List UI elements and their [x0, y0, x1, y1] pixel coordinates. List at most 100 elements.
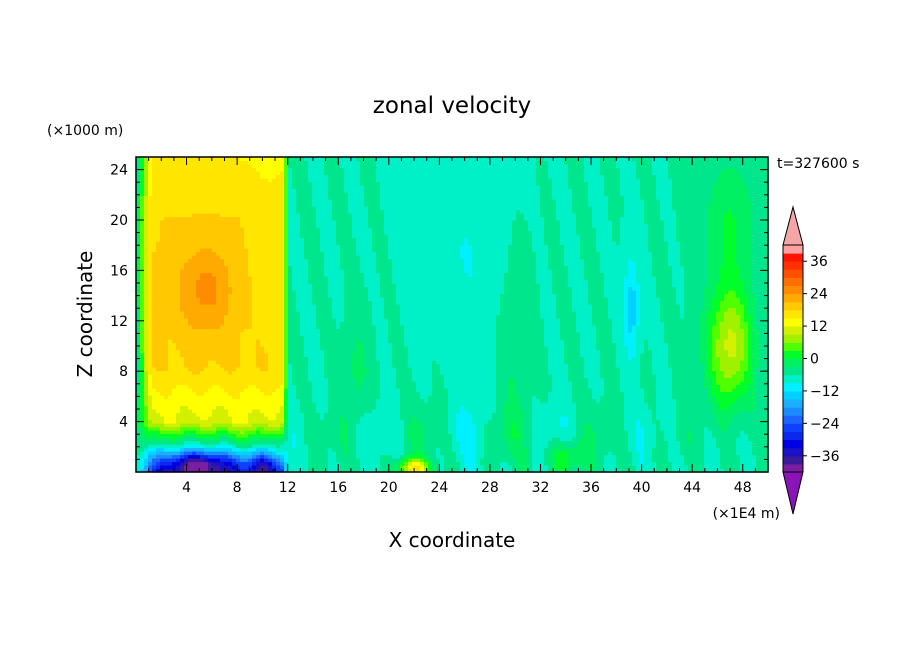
field-cell	[308, 300, 313, 305]
field-cell	[208, 468, 213, 473]
field-cell	[180, 360, 185, 365]
field-cell	[276, 199, 281, 204]
field-cell	[272, 188, 277, 193]
field-cell	[160, 332, 165, 337]
field-cell	[284, 164, 289, 169]
field-cell	[268, 202, 273, 207]
field-cell	[288, 367, 293, 372]
field-cell	[332, 300, 337, 305]
field-cell	[268, 332, 273, 337]
field-cell	[260, 223, 265, 228]
field-cell	[268, 360, 273, 365]
field-cell	[176, 160, 181, 165]
field-cell	[344, 430, 349, 435]
field-cell	[328, 388, 333, 393]
field-cell	[280, 209, 285, 214]
field-cell	[236, 458, 241, 463]
field-cell	[144, 321, 149, 326]
field-cell	[152, 220, 157, 225]
field-cell	[204, 223, 209, 228]
field-cell	[300, 353, 305, 358]
field-cell	[228, 416, 233, 421]
field-cell	[184, 426, 189, 431]
field-cell	[292, 188, 297, 193]
field-cell	[208, 342, 213, 347]
field-cell	[220, 286, 225, 291]
field-cell	[268, 423, 273, 428]
field-cell	[236, 195, 241, 200]
field-cell	[316, 370, 321, 375]
field-cell	[224, 199, 229, 204]
field-cell	[216, 447, 221, 452]
field-cell	[336, 444, 341, 449]
field-cell	[188, 279, 193, 284]
field-cell	[348, 286, 353, 291]
field-cell	[316, 206, 321, 211]
field-cell	[312, 426, 317, 431]
field-cell	[136, 283, 141, 288]
field-cell	[340, 468, 345, 473]
field-cell	[252, 451, 257, 456]
field-cell	[192, 230, 197, 235]
field-cell	[188, 174, 193, 179]
field-cell	[188, 251, 193, 256]
field-cell	[260, 356, 265, 361]
field-cell	[344, 458, 349, 463]
field-cell	[244, 391, 249, 396]
field-cell	[312, 216, 317, 221]
field-cell	[184, 237, 189, 242]
field-cell	[184, 300, 189, 305]
field-cell	[324, 286, 329, 291]
field-cell	[160, 363, 165, 368]
field-cell	[212, 328, 217, 333]
field-cell	[284, 349, 289, 354]
field-cell	[320, 440, 325, 445]
field-cell	[316, 171, 321, 176]
field-cell	[336, 167, 341, 172]
field-cell	[180, 234, 185, 239]
field-cell	[136, 234, 141, 239]
field-cell	[300, 458, 305, 463]
field-cell	[320, 360, 325, 365]
field-cell	[140, 248, 145, 253]
field-cell	[348, 276, 353, 281]
field-cell	[232, 202, 237, 207]
field-cell	[320, 167, 325, 172]
field-cell	[268, 339, 273, 344]
field-cell	[236, 216, 241, 221]
field-cell	[236, 339, 241, 344]
field-cell	[320, 419, 325, 424]
field-cell	[176, 290, 181, 295]
field-cell	[284, 423, 289, 428]
field-cell	[256, 328, 261, 333]
field-cell	[312, 269, 317, 274]
field-cell	[268, 241, 273, 246]
field-cell	[332, 258, 337, 263]
field-cell	[172, 195, 177, 200]
field-cell	[152, 216, 157, 221]
field-cell	[272, 370, 277, 375]
field-cell	[200, 318, 205, 323]
field-cell	[256, 377, 261, 382]
field-cell	[332, 255, 337, 260]
field-cell	[308, 395, 313, 400]
field-cell	[252, 304, 257, 309]
field-cell	[280, 447, 285, 452]
field-cell	[288, 426, 293, 431]
field-cell	[252, 388, 257, 393]
field-cell	[140, 426, 145, 431]
field-cell	[244, 227, 249, 232]
field-cell	[232, 335, 237, 340]
field-cell	[328, 164, 333, 169]
field-cell	[300, 307, 305, 312]
field-cell	[292, 363, 297, 368]
field-cell	[136, 402, 141, 407]
field-cell	[240, 209, 245, 214]
field-cell	[260, 318, 265, 323]
field-cell	[280, 405, 285, 410]
field-cell	[324, 412, 329, 417]
field-cell	[344, 356, 349, 361]
field-cell	[240, 283, 245, 288]
field-cell	[220, 258, 225, 263]
field-cell	[320, 395, 325, 400]
